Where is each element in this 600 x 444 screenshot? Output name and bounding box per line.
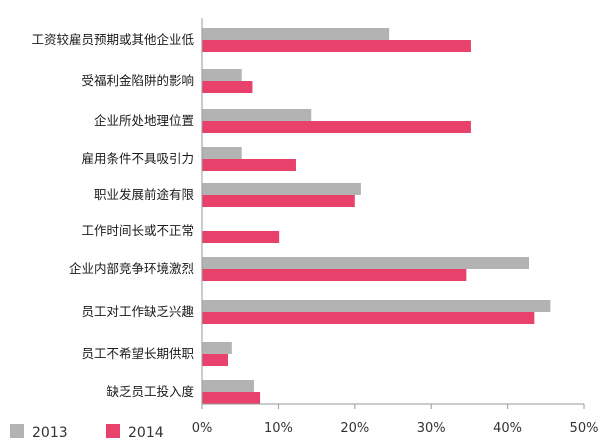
category-label-4: 职业发展前途有限 (94, 187, 195, 202)
category-label-3: 雇用条件不具吸引力 (81, 151, 194, 166)
x-tick-label-5: 50% (570, 421, 599, 436)
bar-2014-9 (202, 392, 261, 404)
legend-swatch-2013 (10, 424, 24, 438)
x-tick-label-4: 40% (493, 421, 522, 436)
bars-layer (202, 28, 551, 404)
category-label-7: 员工对工作缺乏兴趣 (81, 304, 194, 319)
x-axis: 0% 10% 20% 30% 40% 50% (192, 18, 599, 436)
legend-swatch-2014 (106, 424, 120, 438)
bar-2014-3 (202, 159, 296, 171)
bar-2014-2 (202, 121, 471, 133)
bar-2014-1 (202, 81, 253, 93)
bar-2014-7 (202, 312, 535, 324)
category-label-8: 员工不希望长期供职 (81, 346, 194, 361)
bar-2013-6 (202, 257, 529, 269)
bar-2013-1 (202, 69, 242, 81)
bar-2014-6 (202, 269, 467, 281)
category-label-6: 企业内部竞争环境激烈 (69, 261, 194, 276)
bar-2014-8 (202, 354, 228, 366)
bar-2013-4 (202, 183, 361, 195)
x-tick-label-2: 20% (340, 421, 369, 436)
bar-2014-5 (202, 231, 280, 243)
category-label-0: 工资较雇员预期或其他企业低 (31, 32, 194, 47)
x-tick-label-0: 0% (192, 421, 213, 436)
legend-label-2014: 2014 (128, 425, 164, 441)
legend-label-2013: 2013 (32, 425, 68, 441)
bar-2014-0 (202, 40, 471, 52)
bar-2013-9 (202, 380, 254, 392)
bar-2013-0 (202, 28, 390, 40)
legend: 2013 2014 (10, 424, 164, 441)
bar-2013-8 (202, 342, 232, 354)
category-label-9: 缺乏员工投入度 (106, 384, 194, 399)
bar-2013-3 (202, 147, 242, 159)
x-tick-label-1: 10% (264, 421, 293, 436)
category-labels: 工资较雇员预期或其他企业低受福利金陷阱的影响企业所处地理位置雇用条件不具吸引力职… (31, 32, 194, 399)
category-label-5: 工作时间长或不正常 (81, 223, 194, 238)
bar-2013-2 (202, 109, 312, 121)
category-label-1: 受福利金陷阱的影响 (81, 73, 194, 88)
category-label-2: 企业所处地理位置 (94, 113, 194, 128)
x-tick-label-3: 30% (417, 421, 446, 436)
bar-2013-7 (202, 300, 551, 312)
bar-2014-4 (202, 195, 355, 207)
